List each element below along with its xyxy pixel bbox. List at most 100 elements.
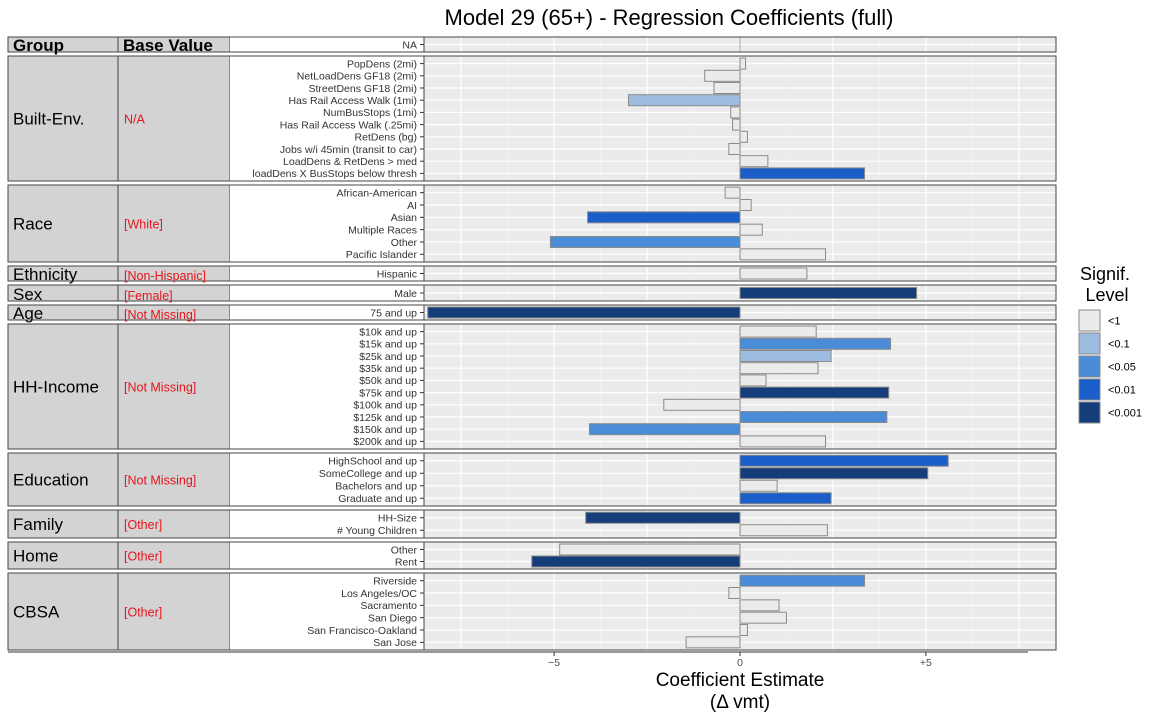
plot-panel-border	[423, 323, 1057, 450]
row-label: $75k and up	[359, 387, 417, 399]
row-label: Sacramento	[360, 600, 417, 612]
bar	[588, 423, 741, 436]
base-cell	[117, 541, 231, 570]
legend-swatch	[1078, 355, 1101, 378]
row-label: Pacific Islander	[346, 249, 418, 261]
row-label: loadDens X BusStops below thresh	[252, 168, 417, 180]
bar	[739, 374, 767, 387]
bar	[728, 143, 741, 155]
label-cell	[230, 185, 424, 262]
legend-title-line1: Signif.	[1080, 264, 1130, 284]
x-tick-label: 0	[737, 657, 743, 669]
legend-label: <0.01	[1108, 385, 1136, 397]
plot-panel-border	[423, 572, 1057, 651]
group-panel: Ethnicity [Non-Hispanic] Hispanic	[7, 265, 1057, 284]
row-label: Other	[391, 237, 418, 249]
row-label: San Diego	[368, 612, 417, 624]
label-cell	[230, 510, 424, 538]
row-label: $200k and up	[353, 436, 417, 448]
bar	[704, 69, 741, 82]
bar	[739, 267, 808, 280]
legend-label: <0.001	[1108, 408, 1142, 420]
row-label: San Jose	[373, 637, 417, 649]
group-name: Family	[13, 515, 64, 534]
base-value: [Non-Hispanic]	[124, 269, 206, 283]
bar	[739, 599, 780, 612]
row-label: $100k and up	[353, 400, 417, 412]
row-label: Bachelors and up	[335, 481, 417, 493]
x-axis-title: Coefficient Estimate	[656, 670, 825, 691]
bar	[739, 337, 892, 350]
plot-panel-border	[423, 509, 1057, 539]
base-cell	[117, 452, 231, 507]
legend-swatch	[1078, 401, 1101, 424]
row-label: Los Angeles/OC	[341, 588, 417, 600]
label-cell	[230, 573, 424, 650]
group-cell	[7, 452, 119, 507]
bar	[549, 236, 741, 248]
label-cell	[230, 56, 424, 181]
group-name: Race	[13, 215, 53, 234]
plot-panel-border	[423, 541, 1057, 570]
row-label: Asian	[391, 212, 417, 224]
x-tick-label: +5	[920, 657, 932, 669]
row-label: $50k and up	[359, 375, 417, 387]
row-label: NetLoadDens GF18 (2mi)	[297, 71, 417, 83]
plot-panel-border	[423, 184, 1057, 263]
bar	[739, 325, 817, 338]
label-cell	[230, 305, 424, 320]
bar	[739, 574, 866, 587]
header-base-value: Base Value	[123, 36, 213, 55]
row-label: PopDens (2mi)	[347, 58, 417, 70]
row-label: Riverside	[373, 575, 417, 587]
group-cell	[7, 572, 119, 651]
row-label: NumBusStops (1mi)	[323, 107, 417, 119]
base-value: [Other]	[124, 606, 162, 620]
row-label: # Young Children	[337, 525, 417, 537]
plot-panel-border	[423, 284, 1057, 302]
group-name: CBSA	[13, 603, 60, 622]
group-cell	[7, 541, 119, 570]
plot-panel-border	[423, 36, 1057, 53]
group-cell	[7, 184, 119, 263]
row-label: Male	[394, 288, 417, 300]
x-axis-subtitle: (Δ vmt)	[710, 692, 770, 713]
bar	[739, 199, 752, 211]
plot-panel-border	[423, 304, 1057, 321]
base-cell	[117, 572, 231, 651]
row-label: Other	[391, 544, 418, 556]
bar	[739, 479, 778, 492]
bar	[739, 130, 748, 143]
row-label: Jobs w/i 45min (transit to car)	[280, 144, 417, 156]
bar	[559, 543, 741, 556]
row-label: $125k and up	[353, 412, 417, 424]
group-panel: Age [Not Missing] 75 and up	[7, 304, 1057, 323]
bar	[739, 155, 769, 168]
base-cell	[117, 55, 231, 182]
base-value: [Female]	[124, 289, 173, 303]
group-panel: Race [White] African-AmericanAIAsianMultip…	[7, 184, 1057, 263]
label-cell	[230, 37, 424, 52]
base-value: [Other]	[124, 550, 162, 564]
row-label: $150k and up	[353, 424, 417, 436]
bar	[739, 454, 949, 467]
row-label: $35k and up	[359, 363, 417, 375]
group-panel: Built-Env. N/A PopDens (2mi)NetLoadDens GF…	[7, 55, 1057, 182]
bar	[739, 223, 763, 236]
group-panels: Group Base Value NA Built-Env. N/A PopDens (2…	[7, 36, 1057, 651]
row-label: SomeCollege and up	[319, 468, 417, 480]
base-cell	[117, 323, 231, 450]
plot-panel-border	[423, 265, 1057, 282]
row-label: $10k and up	[359, 326, 417, 338]
base-value: N/A	[124, 113, 146, 127]
row-label: HighSchool and up	[328, 456, 417, 468]
row-label: AI	[407, 200, 417, 212]
legend-label: <1	[1108, 316, 1121, 328]
row-label: HH-Size	[378, 513, 417, 525]
row-label: Graduate and up	[338, 493, 417, 505]
group-name: Sex	[13, 285, 43, 304]
bar	[713, 82, 741, 94]
